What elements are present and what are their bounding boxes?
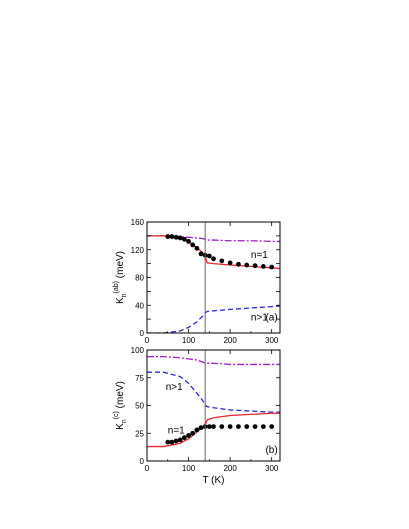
data-point (252, 424, 258, 429)
y-axis-title: Kn(c) (meV) (113, 381, 128, 430)
data-point (227, 424, 233, 429)
y-tick-label: 25 (135, 429, 144, 438)
data-point (173, 234, 179, 240)
y-axis-title-part: (c) (113, 411, 120, 419)
data-point (244, 424, 250, 429)
y-axis-title-part: n (121, 293, 128, 297)
total-curve-line (147, 356, 280, 366)
annotation: (a) (265, 313, 277, 324)
y-tick-label: 160 (131, 218, 145, 227)
data-point (211, 424, 216, 429)
data-point (269, 264, 275, 270)
data-point (182, 435, 187, 441)
y-tick-label: 80 (135, 274, 144, 283)
data-point (169, 234, 175, 239)
data-point (173, 438, 179, 444)
data-point (260, 424, 266, 429)
data-point (236, 261, 241, 267)
data-point (244, 262, 250, 268)
data-point (252, 263, 258, 269)
annotation: n=1 (251, 250, 268, 261)
data-point (206, 424, 212, 429)
y-axis-title-part: (ab) (113, 281, 120, 293)
y-axis-title-part: K (115, 423, 126, 430)
y-axis-title: Kn(ab) (meV) (113, 251, 128, 304)
data-point (219, 424, 225, 429)
data-point (227, 260, 233, 266)
x-tick-label: 200 (223, 336, 237, 345)
y-tick-label: 0 (140, 329, 145, 338)
x-tick-label: 100 (182, 464, 196, 473)
x-tick-label: 300 (265, 336, 279, 345)
data-point (186, 239, 191, 244)
data-point (198, 425, 204, 431)
y-tick-label: 0 (140, 457, 145, 466)
x-tick-label: 0 (145, 336, 150, 345)
x-tick-label: 0 (145, 464, 150, 473)
data-point (206, 253, 212, 259)
panel-b: 0 100 200 300 0 25 50 75 100 Kn(c) (meV) n>1 n=1 (b) (113, 346, 281, 473)
x-tick-label: 300 (265, 464, 279, 473)
x-tick-label: 200 (223, 464, 237, 473)
data-point (186, 433, 191, 438)
x-tick-label: 100 (182, 336, 196, 345)
data-point (269, 424, 275, 429)
data-point (219, 258, 225, 264)
data-point (260, 264, 266, 269)
data-point (194, 427, 200, 433)
data-point (165, 234, 171, 239)
x-axis-title: T (K) (202, 475, 224, 486)
data-point (236, 424, 241, 429)
data-point (177, 235, 183, 241)
annotation: n=1 (168, 425, 185, 436)
annotation: n>1 (251, 313, 268, 324)
y-axis-title-part: (meV) (115, 251, 126, 281)
data-point (211, 256, 216, 262)
y-tick-label: 40 (135, 301, 144, 310)
y-axis-title-part: n (121, 419, 128, 423)
data-point (182, 236, 187, 242)
annotation: n>1 (166, 382, 183, 393)
data-point (190, 242, 196, 248)
y-tick-label: 75 (135, 374, 144, 383)
y-tick-label: 100 (131, 346, 145, 355)
y-tick-label: 120 (131, 246, 145, 255)
y-axis-title-part: K (115, 297, 126, 304)
data-point (198, 251, 204, 257)
data-point (194, 245, 200, 251)
data-point (169, 439, 175, 445)
data-point (177, 437, 183, 443)
data-point (190, 430, 196, 436)
y-tick-label: 50 (135, 402, 144, 411)
annotation: (b) (265, 445, 277, 456)
data-point (165, 439, 171, 445)
y-axis-title-part: (meV) (115, 381, 126, 411)
